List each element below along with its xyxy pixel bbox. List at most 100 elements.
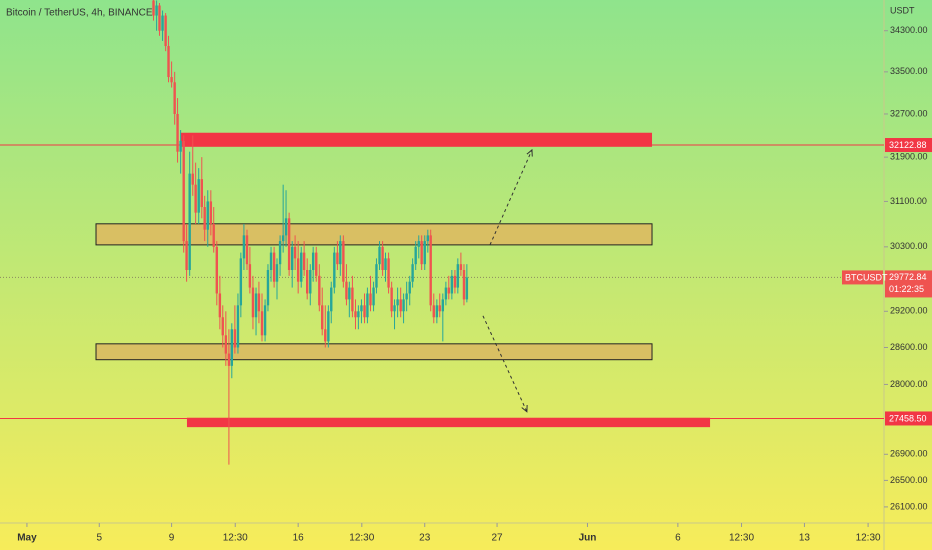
candle-body <box>345 281 348 300</box>
candle-body <box>188 173 191 270</box>
y-tick-label: 28600.00 <box>890 342 928 352</box>
candle-body <box>339 241 342 265</box>
candle-body <box>221 317 224 336</box>
symbol-tag-label: BTCUSDT <box>845 272 888 282</box>
candle-body <box>465 277 469 300</box>
candle-body <box>230 329 234 366</box>
candle-body <box>215 246 218 294</box>
candle-body <box>239 258 243 306</box>
candle-body <box>387 258 390 288</box>
currency: USDT <box>890 5 915 15</box>
y-tick-label: 32700.00 <box>890 108 928 118</box>
price-tag-label: 27458.50 <box>889 413 927 423</box>
candle-body <box>420 241 423 265</box>
zone <box>95 343 653 361</box>
x-tick-label: Jun <box>579 533 597 544</box>
chart-title: Bitcoin / TetherUS, 4h, BINANCE <box>6 8 153 19</box>
candle-body <box>336 252 339 265</box>
candle-body <box>384 258 387 270</box>
candle-body <box>161 15 164 31</box>
x-tick-label: 13 <box>799 533 811 544</box>
candle-body <box>351 287 354 312</box>
x-tick-label: 9 <box>169 533 175 544</box>
zone <box>95 223 653 246</box>
candle-body <box>263 305 267 336</box>
candle-body <box>191 173 194 185</box>
candle-body <box>459 264 463 270</box>
candle-body <box>300 252 303 282</box>
price-tag-label: 29772.84 <box>889 272 927 282</box>
candle-body <box>233 329 237 348</box>
candle-body <box>278 241 282 265</box>
y-tick-label: 28000.00 <box>890 379 928 389</box>
candle-body <box>414 246 417 265</box>
candle-body <box>324 329 327 342</box>
x-tick-label: 5 <box>96 533 102 544</box>
zone <box>180 132 653 147</box>
candle-body <box>450 275 454 294</box>
x-tick-label: 12:30 <box>856 533 881 544</box>
candle-body <box>453 275 457 288</box>
candle-body <box>435 305 439 318</box>
candle-body <box>248 264 252 288</box>
candle-body <box>423 241 426 265</box>
candle-body <box>405 293 408 300</box>
candle-body <box>311 252 315 270</box>
x-tick-label: 23 <box>419 533 431 544</box>
x-tick-label: 12:30 <box>349 533 374 544</box>
candle-body <box>408 281 411 294</box>
candle-body <box>179 140 182 152</box>
candle-body <box>399 299 402 312</box>
candle-body <box>369 293 372 306</box>
x-tick-label: 6 <box>675 533 681 544</box>
y-tick-label: 30300.00 <box>890 241 928 251</box>
candle-body <box>441 299 445 312</box>
candle-body <box>284 218 288 236</box>
candle-body <box>194 184 197 213</box>
symbol-tag <box>842 270 883 285</box>
candle-body <box>176 113 179 152</box>
zone <box>186 417 711 428</box>
y-tick-label: 26100.00 <box>890 501 928 511</box>
candle-body <box>438 305 441 312</box>
candle-body <box>342 241 345 282</box>
candle-body <box>306 269 309 294</box>
x-tick-label: May <box>17 533 37 544</box>
candle-body <box>197 179 200 213</box>
candle-body <box>251 287 255 318</box>
candle-body <box>164 15 167 47</box>
candle-body <box>257 293 261 312</box>
candle-body <box>363 305 366 318</box>
candle-body <box>360 305 363 312</box>
countdown: 01:22:35 <box>889 284 924 294</box>
candle-body <box>357 311 360 318</box>
candle-body <box>321 305 324 330</box>
candle-body <box>155 5 158 16</box>
candle-body <box>236 305 240 348</box>
candle-body <box>366 293 369 318</box>
candle-body <box>245 235 249 265</box>
candle-body <box>444 287 448 300</box>
candle-body <box>330 287 333 312</box>
candle-body <box>375 264 378 288</box>
candle-body <box>429 235 432 306</box>
y-tick-label: 33500.00 <box>890 66 928 76</box>
candle-body <box>402 299 405 312</box>
candle-body <box>158 5 161 31</box>
candle-body <box>203 207 206 230</box>
y-tick-label: 29200.00 <box>890 306 928 316</box>
price-tag <box>885 411 932 426</box>
candle-body <box>372 287 375 306</box>
candle-body <box>266 269 270 306</box>
candle-body <box>396 299 399 306</box>
candle-body <box>200 179 203 208</box>
candle-body <box>275 264 279 282</box>
plot-area <box>0 0 884 465</box>
candle-body <box>327 311 330 342</box>
candle-body <box>309 269 312 294</box>
candle-body <box>378 246 381 265</box>
x-tick-label: 27 <box>491 533 503 544</box>
candle-body <box>170 77 173 83</box>
